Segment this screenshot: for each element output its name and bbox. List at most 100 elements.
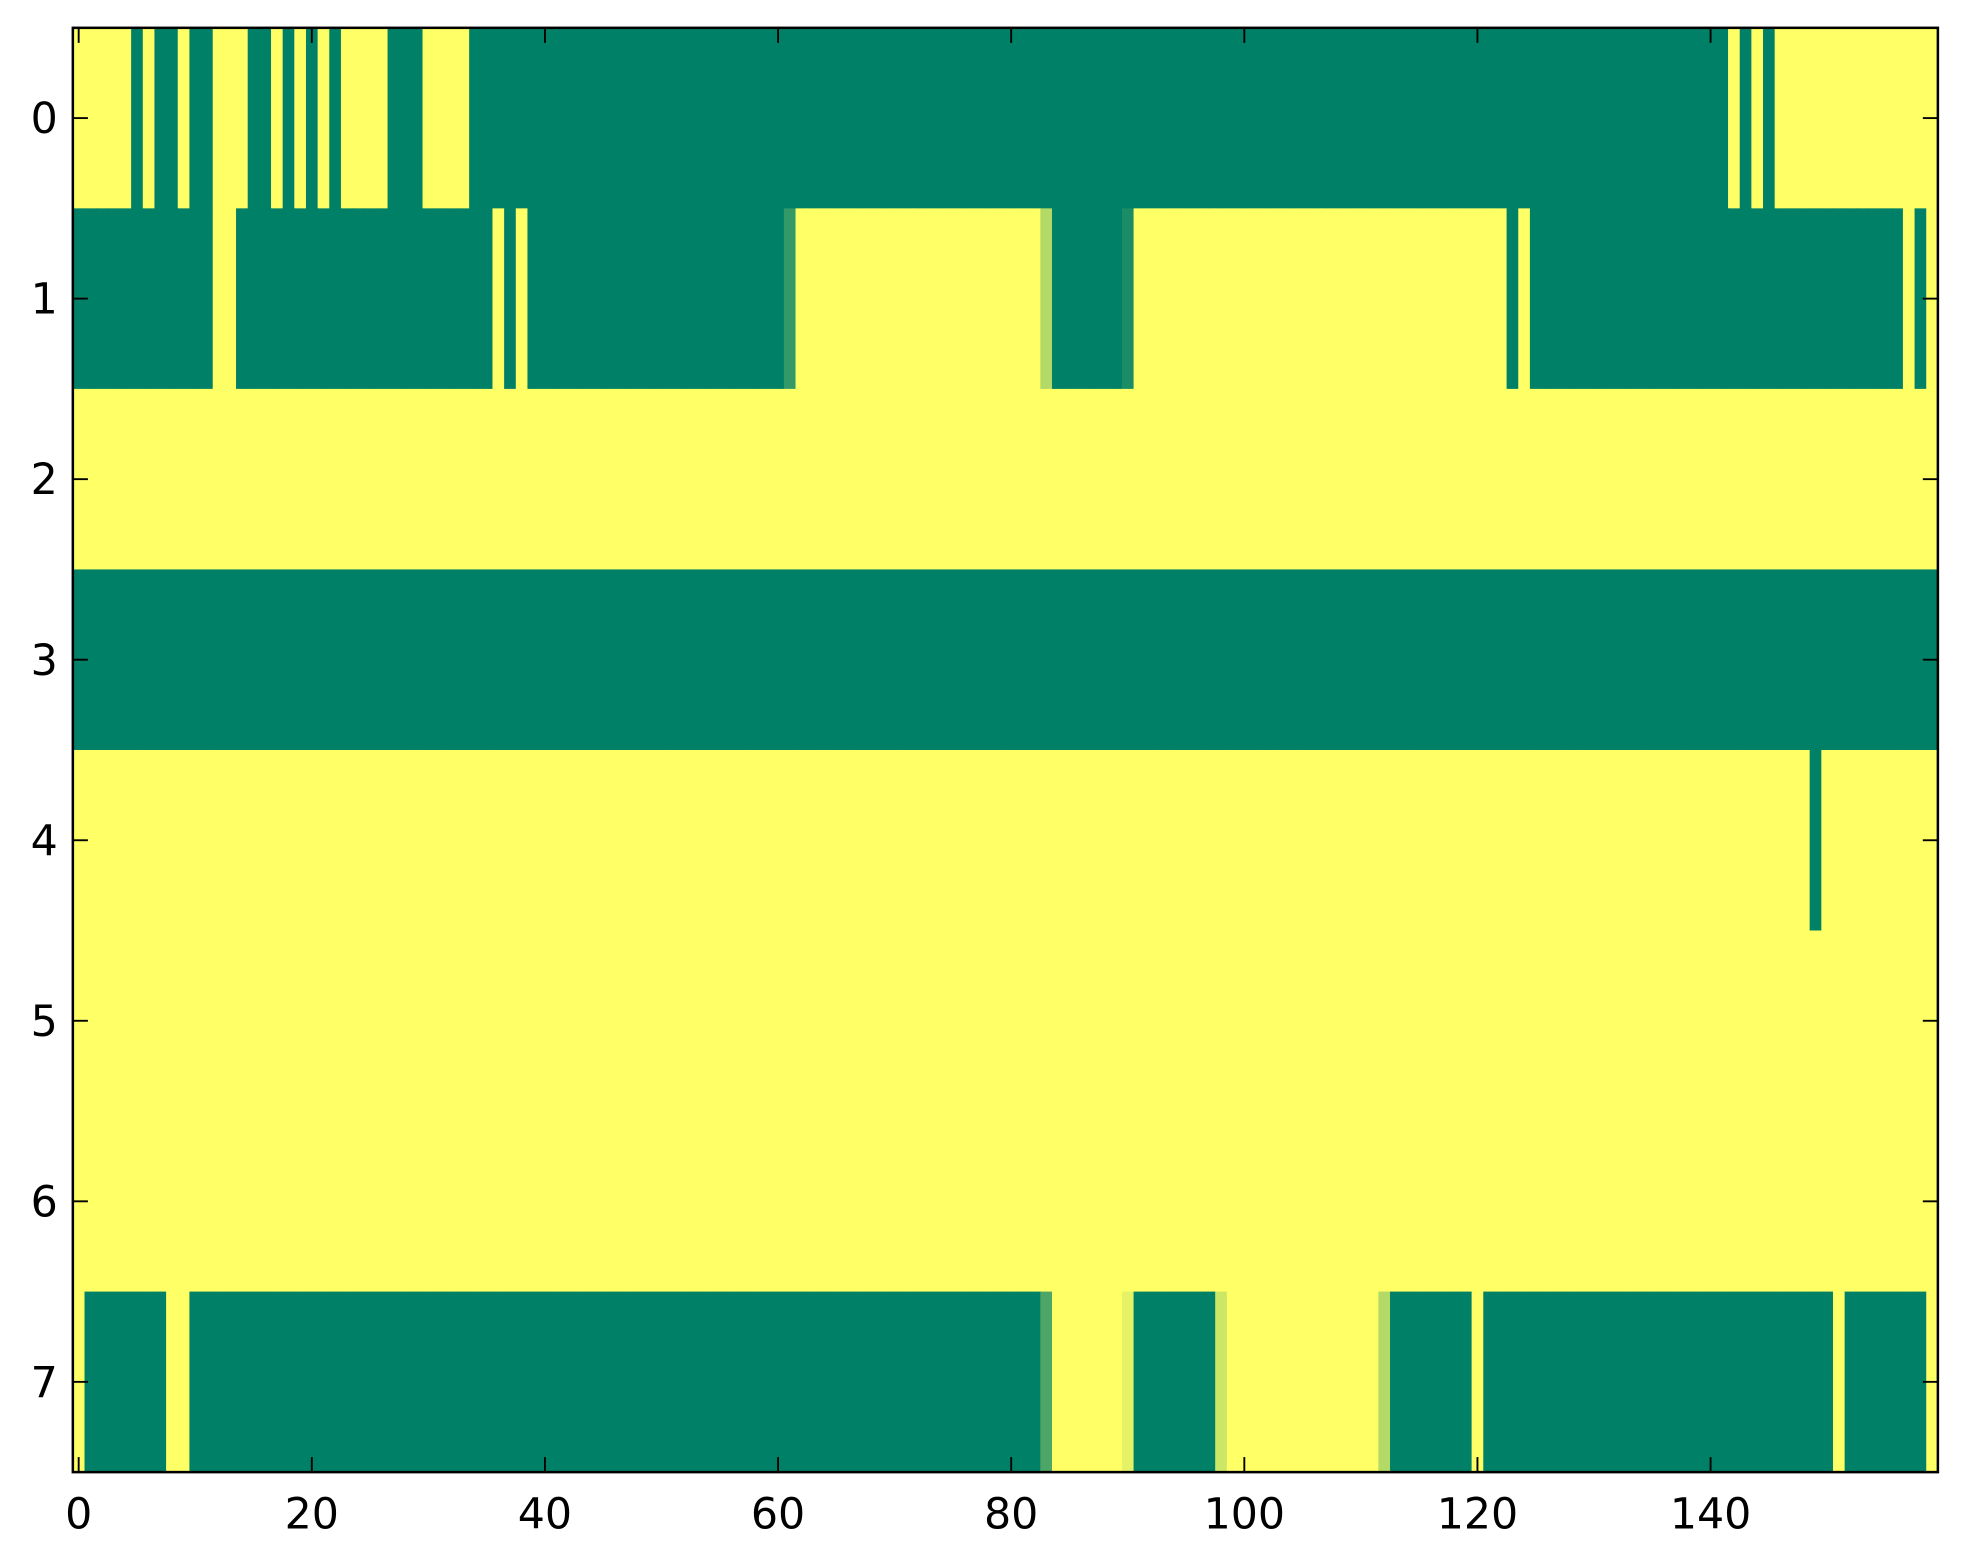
cell bbox=[399, 749, 412, 932]
cell bbox=[970, 388, 983, 571]
cell bbox=[1483, 749, 1496, 932]
cell bbox=[1564, 1291, 1578, 1473]
cell bbox=[457, 749, 470, 932]
cell bbox=[282, 569, 296, 751]
cell bbox=[1867, 388, 1881, 571]
cell bbox=[842, 388, 855, 571]
cell bbox=[504, 749, 517, 932]
cell bbox=[1051, 1111, 1065, 1293]
cell bbox=[1844, 388, 1858, 571]
cell bbox=[119, 388, 132, 571]
cell bbox=[422, 208, 435, 390]
cell bbox=[504, 388, 517, 571]
cell bbox=[96, 569, 109, 751]
cell bbox=[1180, 1291, 1193, 1473]
cell bbox=[236, 27, 249, 210]
cell bbox=[737, 749, 750, 932]
cell bbox=[1646, 388, 1659, 571]
cell bbox=[1273, 569, 1286, 751]
cell bbox=[1110, 749, 1123, 932]
cell bbox=[993, 569, 1007, 751]
cell bbox=[667, 569, 680, 751]
cell bbox=[177, 27, 191, 210]
cell bbox=[1168, 930, 1181, 1112]
cell bbox=[1285, 1111, 1298, 1293]
cell bbox=[1681, 1291, 1694, 1473]
cell bbox=[1739, 749, 1753, 932]
cell bbox=[1436, 208, 1450, 390]
cell bbox=[119, 569, 132, 751]
cell bbox=[1390, 1291, 1403, 1473]
cell bbox=[142, 1111, 156, 1293]
cell bbox=[970, 749, 983, 932]
cell bbox=[1180, 388, 1193, 571]
cell bbox=[1331, 930, 1345, 1112]
cell bbox=[1774, 1291, 1788, 1473]
cell bbox=[1308, 749, 1321, 932]
cell bbox=[1867, 749, 1881, 932]
cell bbox=[340, 1291, 354, 1473]
cell bbox=[1483, 208, 1496, 390]
cell bbox=[1902, 749, 1916, 932]
cell bbox=[597, 388, 610, 571]
cell bbox=[1879, 1111, 1893, 1293]
cell bbox=[201, 930, 214, 1112]
cell bbox=[1180, 27, 1193, 210]
cell bbox=[539, 930, 552, 1112]
cell bbox=[1669, 749, 1683, 932]
cell bbox=[982, 930, 995, 1112]
cell bbox=[702, 208, 715, 390]
cell bbox=[1588, 749, 1601, 932]
cell bbox=[982, 749, 995, 932]
cell bbox=[212, 208, 226, 390]
cell bbox=[1902, 1291, 1916, 1473]
cell bbox=[1786, 388, 1799, 571]
cell bbox=[585, 930, 599, 1112]
cell bbox=[1599, 1111, 1613, 1293]
cell bbox=[154, 930, 167, 1112]
cell bbox=[713, 749, 727, 932]
cell bbox=[434, 27, 447, 210]
cell bbox=[1763, 388, 1776, 571]
cell bbox=[1798, 930, 1811, 1112]
cell bbox=[830, 27, 843, 210]
cell bbox=[1285, 930, 1298, 1112]
cell bbox=[958, 27, 972, 210]
cell bbox=[1040, 1291, 1053, 1473]
cell bbox=[1296, 27, 1310, 210]
cell bbox=[469, 27, 482, 210]
cell bbox=[1611, 1111, 1624, 1293]
cell bbox=[1844, 1111, 1858, 1293]
cell bbox=[1529, 208, 1543, 390]
cell bbox=[352, 208, 366, 390]
cell bbox=[1121, 749, 1135, 932]
cell bbox=[760, 208, 773, 390]
cell bbox=[970, 1111, 983, 1293]
cell bbox=[247, 1291, 261, 1473]
cell bbox=[364, 208, 377, 390]
cell bbox=[1914, 208, 1927, 390]
cell bbox=[795, 27, 808, 210]
cell bbox=[1798, 569, 1811, 751]
cell bbox=[1891, 388, 1904, 571]
cell bbox=[1658, 388, 1671, 571]
cell bbox=[387, 27, 400, 210]
cell bbox=[935, 749, 948, 932]
cell bbox=[970, 1291, 983, 1473]
cell bbox=[142, 27, 156, 210]
cell bbox=[329, 388, 342, 571]
cell bbox=[1203, 208, 1216, 390]
cell bbox=[107, 208, 121, 390]
cell bbox=[1459, 388, 1473, 571]
cell bbox=[1774, 208, 1788, 390]
cell bbox=[1518, 1291, 1531, 1473]
cell bbox=[1098, 27, 1112, 210]
cell bbox=[1331, 1291, 1345, 1473]
cell bbox=[702, 930, 715, 1112]
y-tick-label: 0 bbox=[31, 94, 58, 144]
cell bbox=[795, 749, 808, 932]
cell bbox=[375, 208, 389, 390]
x-tick-label: 20 bbox=[285, 1490, 339, 1540]
cell bbox=[1191, 569, 1205, 751]
cell bbox=[818, 208, 832, 390]
